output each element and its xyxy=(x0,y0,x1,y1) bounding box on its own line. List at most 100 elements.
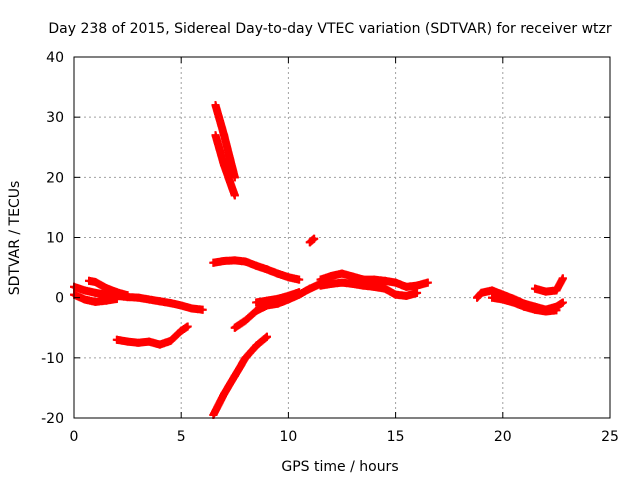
data-point xyxy=(230,191,239,200)
data-point xyxy=(230,371,239,380)
data-point xyxy=(166,336,175,345)
data-point xyxy=(241,257,250,266)
data-point xyxy=(252,261,261,270)
data-point xyxy=(473,293,482,302)
data-point xyxy=(230,256,239,265)
data-point xyxy=(284,273,293,282)
series-arc-7 xyxy=(211,131,239,200)
data-point xyxy=(252,306,261,315)
data-point xyxy=(530,284,539,293)
axis-ticks: 0 5 10 15 20 25 -20 -10 0 10 20 30 40 xyxy=(41,50,619,445)
y-tick-label: 30 xyxy=(46,110,64,126)
data-point xyxy=(327,272,336,281)
data-point xyxy=(380,284,389,293)
data-point xyxy=(123,337,132,346)
x-tick-label: 25 xyxy=(601,429,619,445)
data-point xyxy=(498,295,507,304)
data-point xyxy=(112,294,121,303)
x-tick-label: 20 xyxy=(494,429,512,445)
data-point xyxy=(241,316,250,325)
data-series xyxy=(70,101,567,419)
data-point xyxy=(413,288,422,297)
data-point xyxy=(209,258,218,267)
data-point xyxy=(211,131,220,140)
data-point xyxy=(112,335,121,344)
data-point xyxy=(305,238,314,247)
data-point xyxy=(211,101,220,110)
data-point xyxy=(348,272,357,281)
data-point xyxy=(198,305,207,314)
series-arc-6 xyxy=(211,101,239,182)
data-point xyxy=(552,306,561,315)
y-tick-label: 40 xyxy=(46,50,64,66)
data-point xyxy=(220,389,229,398)
data-point xyxy=(102,296,111,305)
y-tick-label: -10 xyxy=(41,351,64,367)
data-point xyxy=(305,284,314,293)
data-point xyxy=(91,288,100,297)
data-point xyxy=(327,279,336,288)
data-point xyxy=(284,291,293,300)
data-point xyxy=(85,276,94,285)
data-point xyxy=(295,288,304,297)
data-point xyxy=(220,256,229,265)
data-point xyxy=(262,332,271,341)
data-point xyxy=(145,337,154,346)
data-point xyxy=(252,341,261,350)
data-point xyxy=(338,269,346,278)
data-point xyxy=(423,278,432,287)
data-point xyxy=(402,282,411,291)
data-point xyxy=(252,298,261,307)
data-point xyxy=(177,326,186,335)
data-point xyxy=(413,281,422,290)
series-arc-13 xyxy=(316,278,422,300)
x-tick-label: 15 xyxy=(387,429,405,445)
data-point xyxy=(380,276,389,285)
data-point xyxy=(338,278,346,287)
data-point xyxy=(91,278,100,287)
data-point xyxy=(230,323,239,332)
data-point xyxy=(558,274,567,283)
data-point xyxy=(80,295,89,304)
x-axis-label: GPS time / hours xyxy=(281,459,398,475)
series-arc-15 xyxy=(530,274,567,296)
data-point xyxy=(370,275,379,284)
series-arc-16 xyxy=(488,293,561,316)
data-point xyxy=(134,293,143,302)
data-point xyxy=(370,282,379,291)
data-point xyxy=(91,297,100,306)
y-tick-label: 0 xyxy=(55,291,64,307)
data-point xyxy=(348,279,357,288)
data-point xyxy=(558,298,567,307)
data-point xyxy=(273,269,282,278)
data-point xyxy=(220,161,229,170)
series-arc-8 xyxy=(209,256,304,284)
data-point xyxy=(183,322,192,331)
data-point xyxy=(273,294,282,303)
x-tick-label: 0 xyxy=(70,429,79,445)
data-point xyxy=(391,290,400,299)
y-tick-label: 10 xyxy=(46,231,64,247)
data-point xyxy=(80,286,89,295)
data-point xyxy=(552,286,561,295)
data-point xyxy=(241,353,250,362)
series-arc-11 xyxy=(305,234,319,247)
x-tick-label: 5 xyxy=(177,429,186,445)
chart-title: Day 238 of 2015, Sidereal Day-to-day VTE… xyxy=(48,21,612,37)
data-point xyxy=(488,293,497,302)
data-point xyxy=(145,295,154,304)
data-point xyxy=(155,340,164,349)
data-point xyxy=(155,297,164,306)
data-point xyxy=(520,302,529,311)
marker-trail xyxy=(112,322,192,349)
data-point xyxy=(102,284,111,293)
series-arc-10 xyxy=(252,288,304,307)
data-point xyxy=(530,305,539,314)
y-axis-label: SDTVAR / TECUs xyxy=(7,181,23,296)
data-point xyxy=(123,291,132,300)
series-arc-2 xyxy=(85,276,132,300)
data-point xyxy=(488,286,497,295)
data-point xyxy=(177,301,186,310)
data-point xyxy=(509,298,518,307)
